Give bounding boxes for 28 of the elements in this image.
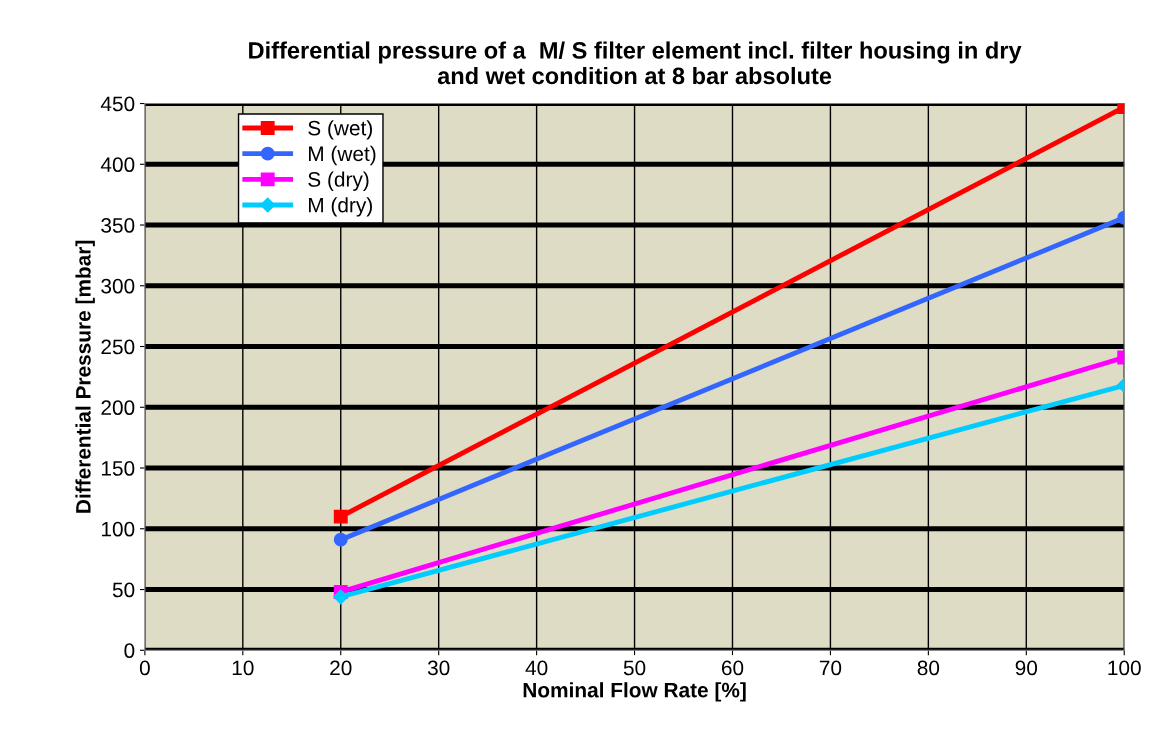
y-axis-title: Differential Pressure [mbar] bbox=[75, 240, 95, 513]
y-tick-label: 100 bbox=[101, 521, 135, 537]
x-tick-label: 20 bbox=[330, 660, 352, 676]
y-tick-label: 450 bbox=[100, 96, 135, 112]
legend-label: S (wet) bbox=[308, 120, 372, 140]
x-tick-label: 50 bbox=[623, 660, 646, 676]
y-tick-label: 50 bbox=[112, 582, 135, 598]
y-tick-label: 300 bbox=[101, 278, 135, 294]
chart-title: Differential pressure of a M/ S filter element incl. filter housing in dry and wet condition at 8 bar absolute bbox=[249, 41, 1022, 85]
x-tick-label: 30 bbox=[427, 660, 450, 676]
x-tick-label: 40 bbox=[525, 660, 548, 676]
y-tick-label: 200 bbox=[101, 400, 135, 416]
y-tick-label: 350 bbox=[101, 218, 135, 233]
y-tick-label: 0 bbox=[124, 643, 135, 659]
legend-label: M (wet) bbox=[309, 145, 376, 166]
x-tick-label: 90 bbox=[1015, 660, 1038, 676]
x-tick-label: 60 bbox=[721, 660, 744, 676]
x-tick-label: 70 bbox=[819, 660, 842, 676]
x-tick-label: 10 bbox=[232, 660, 254, 676]
legend-label: M (dry) bbox=[309, 197, 372, 217]
legend-label: S (dry) bbox=[308, 171, 369, 191]
y-tick-label: 400 bbox=[100, 157, 135, 173]
y-tick-label: 150 bbox=[101, 461, 135, 476]
x-tick-label: 100 bbox=[1108, 660, 1141, 676]
x-axis-title: Nominal Flow Rate [%] bbox=[523, 682, 746, 702]
y-tick-label: 250 bbox=[101, 339, 135, 355]
x-tick-label: 80 bbox=[917, 660, 940, 676]
x-tick-label: 0 bbox=[139, 660, 150, 676]
